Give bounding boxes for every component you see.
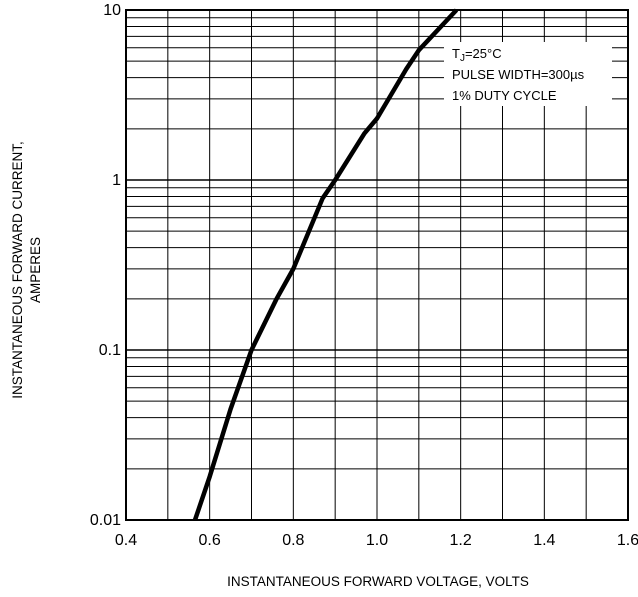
- y-tick-label: 1: [112, 172, 121, 189]
- x-tick-label: 1.4: [533, 532, 555, 549]
- y-tick-label: 0.1: [99, 342, 121, 359]
- y-tick-label: 10: [103, 2, 121, 19]
- annotation-duty-cycle: 1% DUTY CYCLE: [452, 88, 557, 103]
- x-tick-label: 1.0: [366, 532, 388, 549]
- x-tick-label: 0.8: [282, 532, 304, 549]
- y-tick-labels: 0.01 0.1 1 10: [90, 2, 121, 529]
- x-tick-labels: 0.4 0.6 0.8 1.0 1.2 1.4 1.6: [115, 532, 638, 549]
- y-tick-label: 0.01: [90, 512, 121, 529]
- x-axis-title: INSTANTANEOUS FORWARD VOLTAGE, VOLTS: [227, 574, 529, 589]
- forward-current-curve: [192, 8, 459, 521]
- annotation-temperature: TJ=25°C: [452, 46, 502, 64]
- x-tick-label: 1.2: [450, 532, 472, 549]
- x-tick-label: 1.6: [617, 532, 638, 549]
- x-tick-label: 0.4: [115, 532, 137, 549]
- conditions-annotation: TJ=25°C PULSE WIDTH=300µs 1% DUTY CYCLE: [444, 42, 612, 106]
- x-tick-label: 0.6: [199, 532, 221, 549]
- annotation-pulse-width: PULSE WIDTH=300µs: [452, 67, 585, 82]
- y-axis-title-line2: AMPERES: [28, 237, 43, 303]
- plot-frame: [125, 9, 629, 521]
- y-axis-title-line1: INSTANTANEOUS FORWARD CURRENT,: [10, 141, 25, 399]
